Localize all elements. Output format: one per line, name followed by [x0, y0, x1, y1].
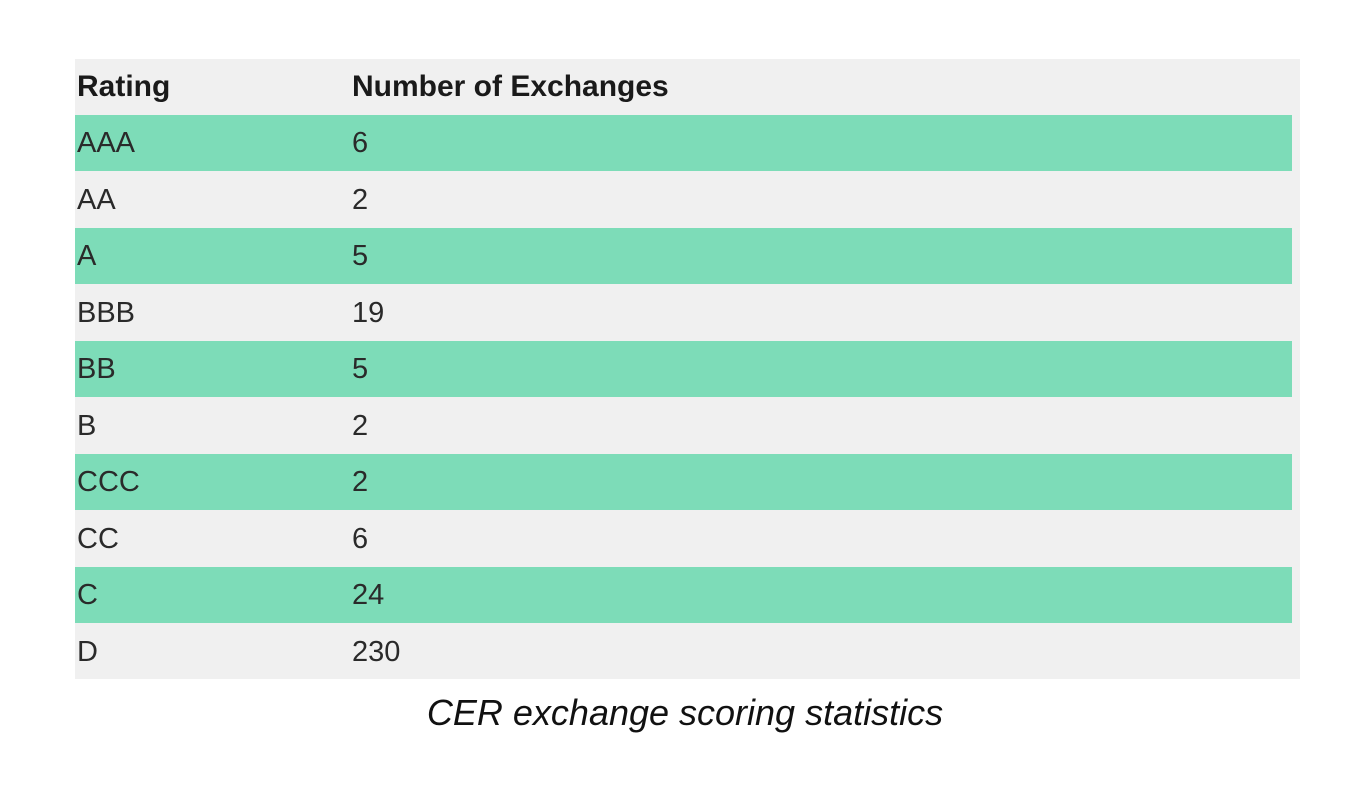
table-row: BB 5: [75, 341, 1292, 397]
rating-cell: D: [77, 635, 98, 668]
rating-cell: AAA: [77, 126, 136, 159]
table-header-row: Rating Number of Exchanges: [75, 59, 1292, 115]
table-row: A 5: [75, 228, 1292, 284]
count-cell: 230: [352, 635, 401, 668]
rating-cell: AA: [77, 183, 116, 216]
count-cell: 5: [352, 352, 369, 385]
table-row: C 24: [75, 567, 1292, 623]
count-cell: 2: [352, 409, 369, 442]
rating-cell: BB: [77, 352, 116, 385]
table-caption: CER exchange scoring statistics: [426, 692, 944, 733]
table-row: B 2: [75, 398, 1292, 454]
table-row: AA 2: [75, 172, 1292, 228]
header-number-of-exchanges: Number of Exchanges: [352, 70, 669, 103]
count-cell: 6: [352, 522, 369, 555]
table-row: CC 6: [75, 511, 1292, 567]
count-cell: 24: [352, 578, 385, 611]
rating-table: Rating Number of Exchanges AAA 6 AA 2 A …: [75, 59, 1300, 679]
rating-cell: CCC: [77, 465, 140, 498]
table-row: BBB 19: [75, 285, 1292, 341]
rating-cell: A: [77, 239, 97, 272]
rating-cell: CC: [77, 522, 119, 555]
count-cell: 2: [352, 465, 369, 498]
count-cell: 19: [352, 296, 385, 329]
header-rating: Rating: [77, 70, 171, 103]
count-cell: 2: [352, 183, 369, 216]
count-cell: 5: [352, 239, 369, 272]
table-row: AAA 6: [75, 115, 1292, 171]
table-row: CCC 2: [75, 454, 1292, 510]
rating-cell: B: [77, 409, 97, 442]
rating-cell: C: [77, 578, 98, 611]
table-row: D 230: [75, 624, 1292, 680]
rating-cell: BBB: [77, 296, 136, 329]
count-cell: 6: [352, 126, 369, 159]
